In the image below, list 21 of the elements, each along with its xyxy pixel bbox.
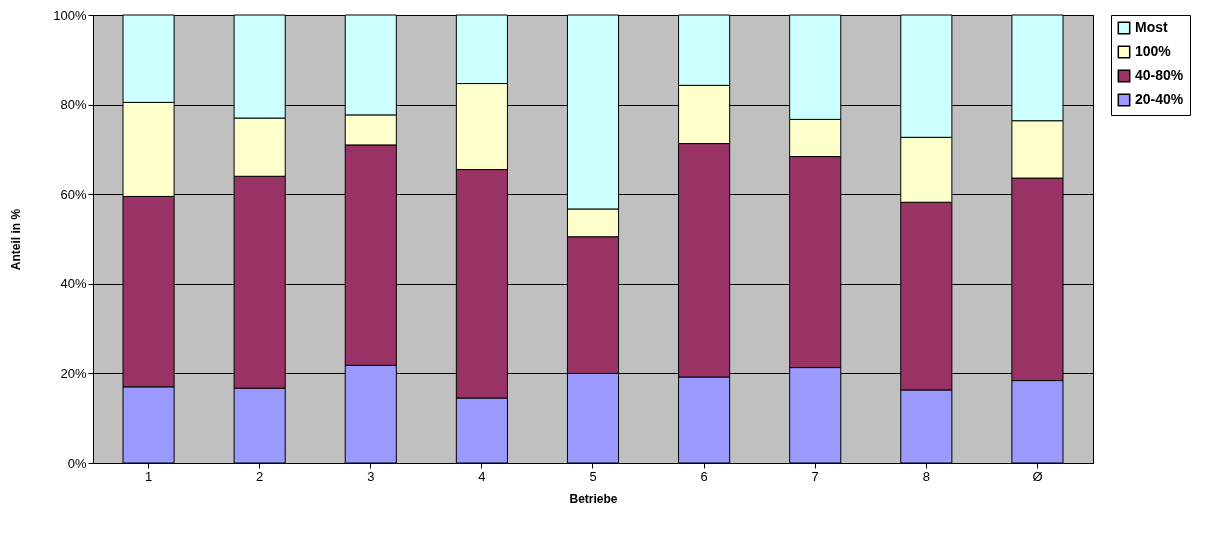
y-tick-label: 20% xyxy=(60,365,87,381)
x-tick-label: 3 xyxy=(367,468,375,484)
y-tick-label: 40% xyxy=(60,276,87,292)
legend-label: 100% xyxy=(1135,43,1172,59)
x-tick-label: 2 xyxy=(256,468,264,484)
y-axis-title: Anteil in % xyxy=(9,208,24,271)
x-tick-label: 7 xyxy=(811,468,819,484)
x-tick-label: 6 xyxy=(700,468,708,484)
y-tick-label: 0% xyxy=(67,455,87,471)
x-tick-label: 5 xyxy=(589,468,597,484)
x-tick-label: 4 xyxy=(478,468,486,484)
y-tick-label: 100% xyxy=(53,7,87,23)
legend-label: 40-80% xyxy=(1135,67,1184,83)
x-tick-label: 1 xyxy=(144,468,153,484)
legend-label: 20-40% xyxy=(1135,91,1184,107)
x-tick-label: 8 xyxy=(922,468,930,484)
y-tick-label: 80% xyxy=(60,97,87,113)
x-axis-title: Betriebe xyxy=(569,491,618,506)
y-tick-label: 60% xyxy=(60,186,87,202)
legend-label: Most xyxy=(1135,19,1168,35)
x-tick-label: Ø xyxy=(1032,468,1043,484)
